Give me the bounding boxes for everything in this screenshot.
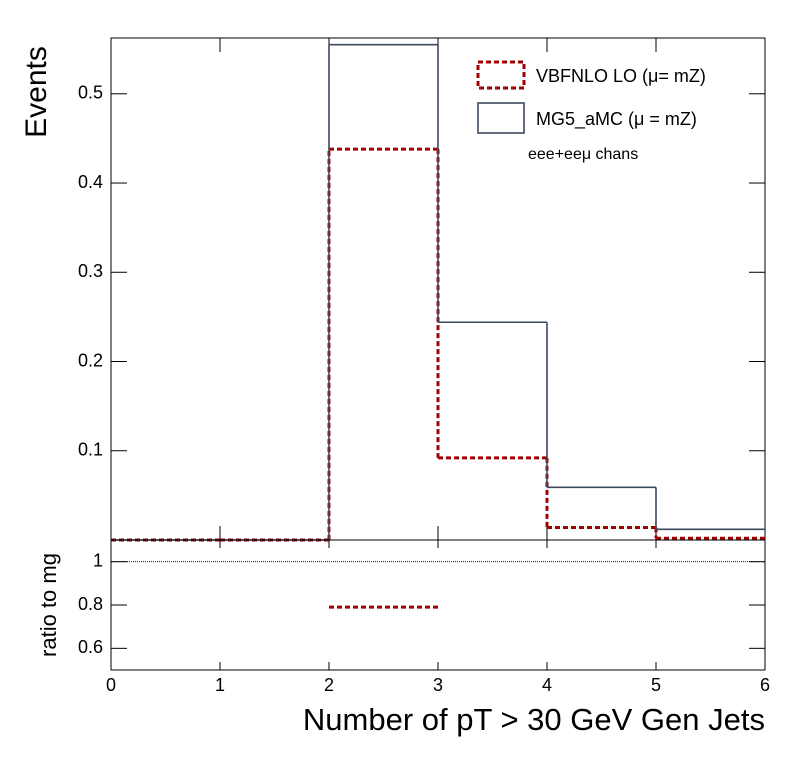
x-tick-label: 3 — [433, 675, 443, 695]
y-axis-label: Events — [20, 46, 53, 138]
x-tick-label: 2 — [324, 675, 334, 695]
x-axis-label: Number of pT > 30 GeV Gen Jets — [303, 702, 765, 737]
x-tick-label: 1 — [215, 675, 225, 695]
ratio-axis-label: ratio to mg — [36, 553, 61, 657]
x-tick-label: 4 — [542, 675, 552, 695]
y-tick-label: 0.6 — [78, 637, 103, 657]
x-tick-label: 5 — [651, 675, 661, 695]
y-tick-label: 0.4 — [78, 172, 103, 192]
legend-label: MG5_aMC (μ = mZ) — [536, 109, 697, 130]
y-tick-label: 0.2 — [78, 350, 103, 370]
x-tick-label: 6 — [760, 675, 770, 695]
legend-label: VBFNLO LO (μ= mZ) — [536, 66, 706, 86]
y-tick-label: 0.3 — [78, 261, 103, 281]
annotation: eee+eeμ chans — [528, 146, 638, 163]
y-tick-label: 0.1 — [78, 440, 103, 460]
legend-swatch — [476, 60, 526, 90]
y-tick-label: 0.5 — [78, 83, 103, 103]
y-tick-label: 1 — [93, 550, 103, 570]
x-tick-label: 0 — [106, 675, 116, 695]
legend-swatch — [477, 102, 525, 134]
y-tick-label: 0.8 — [78, 594, 103, 614]
